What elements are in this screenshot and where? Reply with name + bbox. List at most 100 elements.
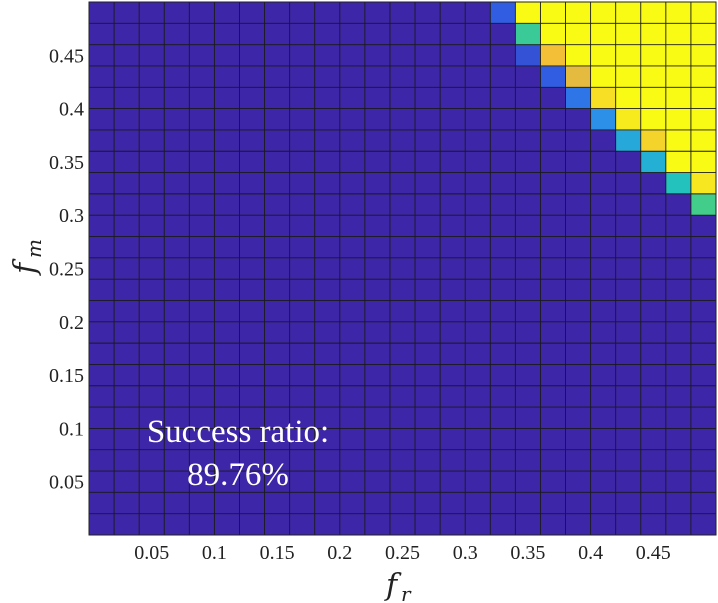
heatmap-cell xyxy=(415,257,441,280)
heatmap-cell xyxy=(665,321,692,344)
heatmap-cell xyxy=(690,65,717,88)
heatmap-cell xyxy=(289,23,316,45)
heatmap-cell xyxy=(389,44,416,67)
heatmap-cell xyxy=(490,428,516,451)
heatmap-cell xyxy=(114,513,140,536)
heatmap-cell xyxy=(415,2,441,24)
heatmap-cell xyxy=(565,364,591,387)
heatmap-cell xyxy=(214,193,240,216)
heatmap-cell xyxy=(289,513,316,536)
heatmap-cell xyxy=(164,65,190,88)
heatmap-cell xyxy=(289,300,316,323)
heatmap-cell xyxy=(465,385,491,408)
heatmap-cell xyxy=(89,151,115,173)
heatmap-cell xyxy=(314,321,341,344)
heatmap-cell xyxy=(289,172,316,195)
heatmap-cell xyxy=(615,65,642,88)
heatmap-cell xyxy=(615,172,642,195)
heatmap-cell xyxy=(640,236,667,259)
heatmap-cell xyxy=(690,343,717,365)
heatmap-cell xyxy=(640,343,667,365)
heatmap-cell xyxy=(89,236,115,259)
heatmap-cell xyxy=(339,364,366,387)
heatmap-cell xyxy=(114,364,140,387)
heatmap-cell xyxy=(540,343,566,365)
heatmap-cell xyxy=(640,193,667,216)
heatmap-cell xyxy=(164,151,190,173)
heatmap-cell xyxy=(515,471,541,493)
heatmap-cell xyxy=(189,23,215,45)
heatmap-cell xyxy=(465,2,491,24)
heatmap-cell xyxy=(440,2,466,24)
heatmap-cell xyxy=(640,151,667,173)
heatmap-cell xyxy=(339,87,366,109)
heatmap-cell xyxy=(389,236,416,259)
heatmap-cell xyxy=(364,385,391,408)
heatmap-cell xyxy=(389,215,416,237)
heatmap-cell xyxy=(640,471,667,493)
heatmap-cell xyxy=(590,193,616,216)
heatmap-cell xyxy=(665,343,692,365)
heatmap-cell xyxy=(314,87,341,109)
heatmap-cell xyxy=(640,492,667,514)
heatmap-cell xyxy=(264,87,290,109)
heatmap-cell xyxy=(189,215,215,237)
heatmap-cell xyxy=(164,44,190,67)
heatmap-cell xyxy=(189,385,215,408)
heatmap-cell xyxy=(565,215,591,237)
heatmap-cell xyxy=(465,65,491,88)
heatmap-cell xyxy=(339,471,366,493)
heatmap-cell xyxy=(139,151,165,173)
heatmap-cell xyxy=(164,257,190,280)
heatmap-cell xyxy=(665,172,692,195)
heatmap-cell xyxy=(139,44,165,67)
heatmap-cell xyxy=(164,108,190,131)
heatmap-cell xyxy=(640,23,667,45)
heatmap-cell xyxy=(114,129,140,152)
heatmap-cell xyxy=(665,236,692,259)
heatmap-cell xyxy=(515,428,541,451)
heatmap-cell xyxy=(339,279,366,301)
heatmap-cell xyxy=(239,321,265,344)
heatmap-cell xyxy=(590,44,616,67)
heatmap-cell xyxy=(339,44,366,67)
heatmap-cell xyxy=(339,300,366,323)
heatmap-cell xyxy=(565,172,591,195)
heatmap-cell xyxy=(540,385,566,408)
heatmap-cell xyxy=(565,407,591,429)
heatmap-cell xyxy=(640,2,667,24)
heatmap-cell xyxy=(164,471,190,493)
heatmap-cell xyxy=(114,215,140,237)
heatmap-cell xyxy=(465,343,491,365)
heatmap-cell xyxy=(415,129,441,152)
x-tick-label: 0.45 xyxy=(636,542,671,564)
heatmap-cell xyxy=(540,471,566,493)
heatmap-cell xyxy=(415,151,441,173)
heatmap-gridlines xyxy=(89,2,716,535)
heatmap-cell xyxy=(214,321,240,344)
heatmap-cell xyxy=(665,151,692,173)
heatmap-cell xyxy=(314,279,341,301)
heatmap-cell xyxy=(164,87,190,109)
heatmap-cell xyxy=(189,65,215,88)
heatmap-cell xyxy=(239,129,265,152)
heatmap-cell xyxy=(164,513,190,536)
heatmap-cell xyxy=(164,279,190,301)
heatmap-cell xyxy=(264,215,290,237)
heatmap-cell xyxy=(214,343,240,365)
heatmap-cell xyxy=(89,343,115,365)
heatmap-cell xyxy=(389,2,416,24)
heatmap-cell xyxy=(615,471,642,493)
heatmap-cell xyxy=(540,407,566,429)
heatmap-cell xyxy=(515,172,541,195)
heatmap-cell xyxy=(214,513,240,536)
heatmap-cell xyxy=(289,236,316,259)
heatmap-cell xyxy=(415,513,441,536)
heatmap-cell xyxy=(565,279,591,301)
heatmap-cell xyxy=(264,172,290,195)
heatmap-cell xyxy=(339,193,366,216)
heatmap-cell xyxy=(89,215,115,237)
heatmap-cell xyxy=(189,513,215,536)
heatmap-cell xyxy=(89,471,115,493)
heatmap-cell xyxy=(164,129,190,152)
